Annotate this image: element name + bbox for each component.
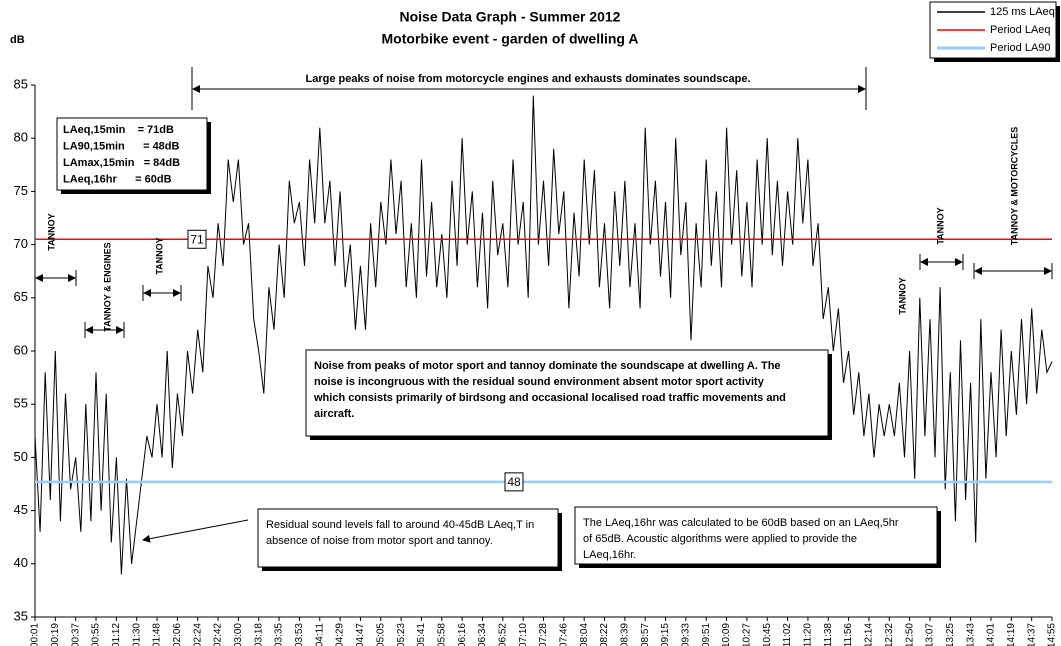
note-line: The LAeq,16hr was calculated to be 60dB … [583, 517, 899, 529]
chart-subtitle: Motorbike event - garden of dwelling A [382, 31, 639, 47]
x-tick-label: 17:07:28 [538, 623, 549, 646]
x-tick-label: 17:01:30 [131, 623, 142, 646]
annotation: TANNOY & ENGINES [102, 242, 112, 331]
note-box [305, 349, 829, 437]
x-tick-label: 17:00:55 [91, 623, 102, 646]
note-box [257, 508, 559, 568]
x-tick-label: 17:05:41 [416, 623, 427, 646]
legend-label: Period LAeq [990, 24, 1051, 36]
x-tick-label: 17:14:01 [986, 623, 997, 646]
x-tick-label: 17:11:20 [803, 623, 814, 646]
x-tick-label: 17:08:04 [579, 623, 590, 646]
x-tick-label: 17:05:23 [396, 623, 407, 646]
x-tick-label: 17:05:58 [436, 623, 447, 646]
x-tick-label: 17:04:29 [335, 623, 346, 646]
note-line: Residual sound levels fall to around 40-… [266, 519, 534, 531]
x-tick-label: 17:11:38 [823, 623, 834, 646]
x-tick-label: 17:10:09 [721, 623, 732, 646]
x-tick-label: 17:14:55 [1047, 623, 1058, 646]
x-tick-label: 17:13:07 [925, 623, 936, 646]
y-tick-label: 55 [14, 396, 28, 411]
reference-label-box [187, 229, 207, 249]
note-line: LAeq,16hr. [583, 549, 636, 561]
note-line: absence of noise from motor sport and ta… [266, 535, 493, 547]
note-line: Noise from peaks of motor sport and tann… [314, 360, 781, 372]
x-tick-label: 17:12:14 [864, 623, 875, 646]
y-tick-label: 70 [14, 236, 28, 251]
x-tick-label: 17:02:24 [192, 623, 203, 646]
x-tick-label: 17:00:01 [30, 623, 41, 646]
x-tick-label: 17:09:33 [681, 623, 692, 646]
x-tick-label: 17:01:48 [152, 623, 163, 646]
note-arrow [142, 519, 249, 543]
x-tick-label: 17:12:50 [904, 623, 915, 646]
x-tick-label: 17:11:02 [782, 623, 793, 646]
annotation: TANNOY [46, 213, 56, 250]
legend-label: Period LA90 [990, 42, 1051, 54]
stats-line: LA90,15min = 48dB [63, 140, 180, 152]
x-tick-label: 17:01:12 [111, 623, 122, 646]
x-tick-label: 17:14:37 [1026, 623, 1037, 646]
annotation: TANNOY [897, 277, 907, 314]
x-tick-label: 17:10:45 [762, 623, 773, 646]
chart-title: Noise Data Graph - Summer 2012 [400, 9, 621, 25]
x-tick-label: 17:02:06 [172, 623, 183, 646]
x-tick-label: 17:03:00 [233, 623, 244, 646]
x-tick-label: 17:00:19 [50, 623, 61, 646]
y-tick-label: 35 [14, 608, 28, 623]
x-tick-label: 17:08:39 [620, 623, 631, 646]
x-tick-label: 17:04:47 [355, 623, 366, 646]
annotation: Large peaks of noise from motorcycle eng… [305, 73, 750, 85]
legend-label: 125 ms LAeq [990, 6, 1055, 18]
y-tick-label: 65 [14, 289, 28, 304]
note-line: which consists primarily of birdsong and… [313, 392, 786, 404]
x-tick-label: 17:00:37 [70, 623, 81, 646]
x-tick-label: 17:08:22 [599, 623, 610, 646]
x-tick-label: 17:08:57 [640, 623, 651, 646]
x-tick-label: 17:09:15 [660, 623, 671, 646]
x-tick-label: 17:04:11 [314, 623, 325, 646]
x-tick-label: 17:02:42 [213, 623, 224, 646]
y-tick-label: 45 [14, 502, 28, 517]
note-line: noise is incongruous with the residual s… [314, 376, 765, 388]
annotation: TANNOY & MOTORCYCLES [1009, 127, 1019, 246]
x-tick-label: 17:07:46 [558, 623, 569, 646]
note-line: of 65dB. Acoustic algorithms were applie… [583, 533, 857, 545]
y-tick-label: 80 [14, 130, 28, 145]
x-tick-label: 17:10:27 [742, 623, 753, 646]
noise-line [34, 95, 1053, 575]
x-tick-label: 17:03:18 [253, 623, 264, 646]
stats-line: LAmax,15min = 84dB [63, 157, 180, 169]
x-tick-label: 17:12:32 [884, 623, 895, 646]
stats-box [56, 117, 208, 191]
x-tick-label: 17:03:35 [274, 623, 285, 646]
x-tick-label: 17:06:34 [477, 623, 488, 646]
y-axis-label: dB [10, 34, 25, 46]
x-tick-label: 17:03:53 [294, 623, 305, 646]
y-tick-label: 60 [14, 342, 28, 357]
x-tick-label: 17:06:16 [457, 623, 468, 646]
y-tick-label: 75 [14, 183, 28, 198]
annotation: TANNOY [935, 207, 945, 244]
x-tick-label: 17:07:10 [518, 623, 529, 646]
stats-line: LAeq,16hr = 60dB [63, 173, 172, 185]
annotation: TANNOY [154, 237, 164, 274]
stats-line: LAeq,15min = 71dB [63, 124, 174, 136]
reference-label: 71 [190, 232, 204, 246]
x-tick-label: 17:06:52 [497, 623, 508, 646]
note-line: aircraft. [314, 408, 354, 420]
y-tick-label: 50 [14, 449, 28, 464]
x-tick-label: 17:14:19 [1006, 623, 1017, 646]
x-tick-label: 17:05:05 [375, 623, 386, 646]
y-tick-label: 85 [14, 76, 28, 91]
y-tick-label: 40 [14, 555, 28, 570]
reference-label-box [504, 472, 524, 492]
x-tick-label: 17:09:51 [701, 623, 712, 646]
reference-label: 48 [507, 475, 521, 489]
x-tick-label: 17:11:56 [843, 623, 854, 646]
x-tick-label: 17:13:25 [945, 623, 956, 646]
note-box [574, 506, 938, 565]
x-tick-label: 17:13:43 [965, 623, 976, 646]
